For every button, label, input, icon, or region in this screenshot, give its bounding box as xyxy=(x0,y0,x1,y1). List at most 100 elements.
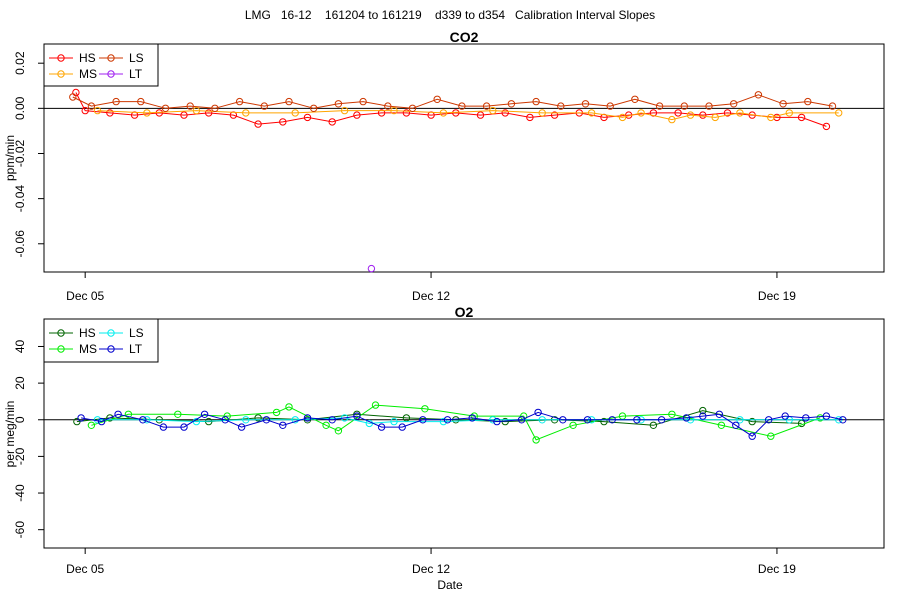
co2-point-ls xyxy=(458,102,466,110)
co2-legend-box xyxy=(43,43,159,87)
co2-point-ls xyxy=(211,104,219,113)
o2-point-ls xyxy=(736,416,744,424)
co2-point-ms xyxy=(835,109,843,117)
co2-point-ms xyxy=(637,109,645,117)
co2-point-hs xyxy=(649,109,658,117)
co2-point-hs xyxy=(674,109,682,117)
co2-point-ls xyxy=(433,95,441,104)
o2-point-lt xyxy=(839,416,847,424)
co2-point-hs xyxy=(353,111,361,119)
o2-point-lt xyxy=(77,414,85,422)
co2-point-hs xyxy=(81,106,89,115)
co2-point-ls xyxy=(186,102,194,110)
o2-legend: HS MS LS LT xyxy=(43,318,159,363)
o2-point-lt xyxy=(262,416,271,424)
o2-point-lt xyxy=(682,414,691,422)
co2-point-hs xyxy=(180,111,188,119)
co2-point-ms xyxy=(711,113,719,122)
o2-point-lt xyxy=(748,432,756,440)
co2-ytick-label: 0.02 xyxy=(13,51,27,75)
o2-point-ms xyxy=(285,403,293,411)
o2-point-lt xyxy=(200,410,209,418)
co2-point-ls xyxy=(557,102,565,110)
o2-series-line-ls xyxy=(97,417,839,424)
co2-point-ls xyxy=(235,97,244,106)
o2-point-lt xyxy=(353,412,361,420)
o2-point-ms xyxy=(767,432,775,440)
co2-point-hs xyxy=(797,113,806,122)
co2-point-ms xyxy=(767,113,775,122)
co2-series-line-hs xyxy=(75,92,827,127)
co2-point-ls xyxy=(655,102,664,110)
co2-legend-swatch-marker xyxy=(107,70,115,78)
co2-point-ms xyxy=(668,115,676,124)
co2-point-ls xyxy=(680,102,688,110)
co2-point-ls xyxy=(532,97,540,106)
co2-legend-item-ls: LS xyxy=(99,51,144,65)
o2-point-hs xyxy=(699,406,707,415)
co2-point-ms xyxy=(291,109,299,117)
o2-point-hs xyxy=(402,414,411,422)
o2-point-lt xyxy=(443,416,452,424)
o2-xtick-label: Dec 12 xyxy=(412,562,450,576)
o2-point-lt xyxy=(657,416,666,424)
co2-legend-swatch-marker xyxy=(107,54,115,62)
co2-ytick-label: -0.02 xyxy=(13,139,27,167)
o2-xtick-label: Dec 05 xyxy=(66,562,104,576)
o2-point-lt xyxy=(180,423,188,431)
o2-point-lt xyxy=(583,416,592,424)
o2-point-ms xyxy=(421,405,429,413)
o2-ylabel: per meg/min xyxy=(3,401,17,468)
o2-point-lt xyxy=(781,412,789,420)
o2-marks xyxy=(44,401,884,444)
o2-legend-item-ms: MS xyxy=(49,342,97,356)
o2-legend-label: MS xyxy=(79,342,97,356)
o2-title: O2 xyxy=(455,304,474,320)
o2-point-lt xyxy=(303,414,312,422)
co2-point-ls xyxy=(310,104,318,113)
co2-legend-label: MS xyxy=(79,67,97,81)
co2-point-ls xyxy=(705,102,713,110)
co2-point-hs xyxy=(303,113,312,122)
co2-point-hs xyxy=(526,113,534,122)
co2-point-ls xyxy=(384,102,392,110)
co2-point-ms xyxy=(340,106,349,115)
o2-legend-item-ls: LS xyxy=(99,326,144,340)
o2-point-lt xyxy=(534,408,542,417)
o2-point-ms xyxy=(174,410,182,418)
o2-point-lt xyxy=(559,416,567,424)
co2-point-hs xyxy=(279,118,287,126)
co2-point-ls xyxy=(606,102,614,110)
o2-point-hs xyxy=(649,421,658,429)
co2-plot-area xyxy=(43,43,885,273)
co2-point-ls xyxy=(161,104,170,113)
co2-point-hs xyxy=(377,109,386,117)
o2-point-ms xyxy=(532,436,540,444)
o2-point-lt xyxy=(398,423,406,431)
co2-point-ls xyxy=(408,104,417,113)
co2-series-line-ls xyxy=(72,94,833,109)
co2-point-ms xyxy=(587,109,596,117)
o2-point-lt xyxy=(493,417,501,426)
o2-point-lt xyxy=(732,421,740,429)
o2-series-line-lt xyxy=(81,411,843,437)
o2-point-hs xyxy=(600,417,608,426)
o2-point-lt xyxy=(114,410,122,418)
o2-point-lt xyxy=(822,412,831,420)
co2-point-hs xyxy=(723,109,732,117)
o2-point-ms xyxy=(223,412,231,420)
co2-marks xyxy=(44,88,884,273)
o2-point-hs xyxy=(106,414,114,422)
o2-legend-label: LT xyxy=(129,342,143,356)
co2-point-ls xyxy=(112,97,120,106)
o2-legend-swatch-marker xyxy=(57,345,65,353)
o2-legend-item-lt: LT xyxy=(99,342,143,356)
co2-point-hs xyxy=(501,109,509,117)
co2-series-line-ms xyxy=(97,110,839,121)
o2-point-lt xyxy=(159,423,168,431)
co2-point-ls xyxy=(482,102,491,110)
co2-legend: HS MS LS LT xyxy=(43,43,159,87)
co2-legend-label: LS xyxy=(129,51,144,65)
o2-point-lt xyxy=(608,416,616,424)
co2-point-ls xyxy=(804,97,812,106)
